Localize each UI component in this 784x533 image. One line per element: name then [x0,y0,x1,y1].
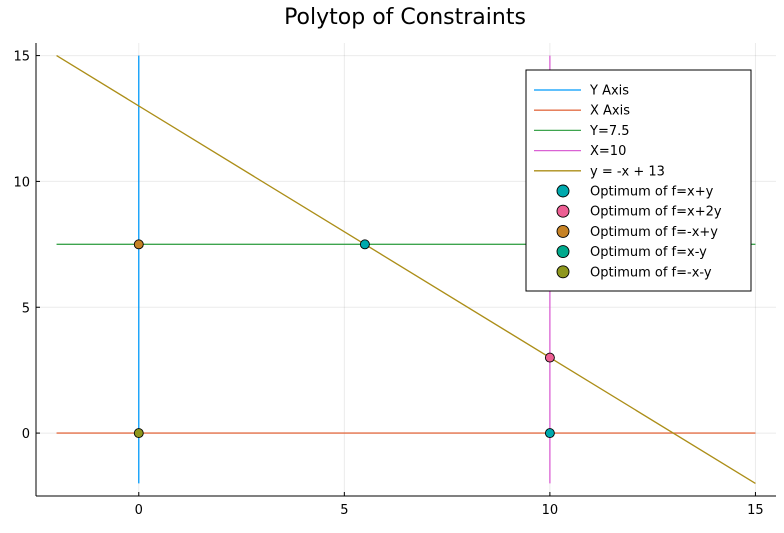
legend-label: Optimum of f=x-y [590,245,707,260]
series-points [133,239,555,439]
legend-label: Optimum of f=-x+y [590,225,718,240]
tick-labels: 0 5 10 15 0 5 10 15 [13,50,763,518]
data-point [133,428,144,439]
data-point [544,352,555,363]
legend-label: y = -x + 13 [590,164,665,179]
series-line [56,55,756,484]
legend-label: X=10 [590,144,626,159]
legend-label: Optimum of f=x+y [590,185,714,200]
data-point [133,239,144,250]
chart-title: Polytop of Constraints [284,5,526,30]
x-tick-label: 10 [542,503,559,518]
y-tick-label: 0 [22,427,30,442]
legend: Y Axis X Axis Y=7.5 X=10 y = -x + 13 Optimum … [525,69,752,292]
data-point [544,428,555,439]
legend-marker-swatch [556,265,570,279]
legend-marker-swatch [556,184,570,198]
legend-marker-swatch [556,245,570,259]
y-tick-label: 5 [22,301,30,316]
legend-label: Optimum of f=-x-y [590,265,712,280]
legend-marker-swatch [556,224,570,238]
legend-label: Optimum of f=x+2y [590,205,722,220]
axes [35,43,776,497]
y-tick-label: 15 [13,50,30,65]
legend-marker-swatch [556,204,570,218]
legend-label: Y=7.5 [589,124,630,139]
data-point [359,239,370,250]
x-tick-label: 0 [135,503,143,518]
x-tick-label: 15 [747,503,764,518]
legend-label: Y Axis [589,84,629,99]
x-tick-label: 5 [340,503,348,518]
legend-label: X Axis [590,104,630,119]
y-tick-label: 10 [13,175,30,190]
